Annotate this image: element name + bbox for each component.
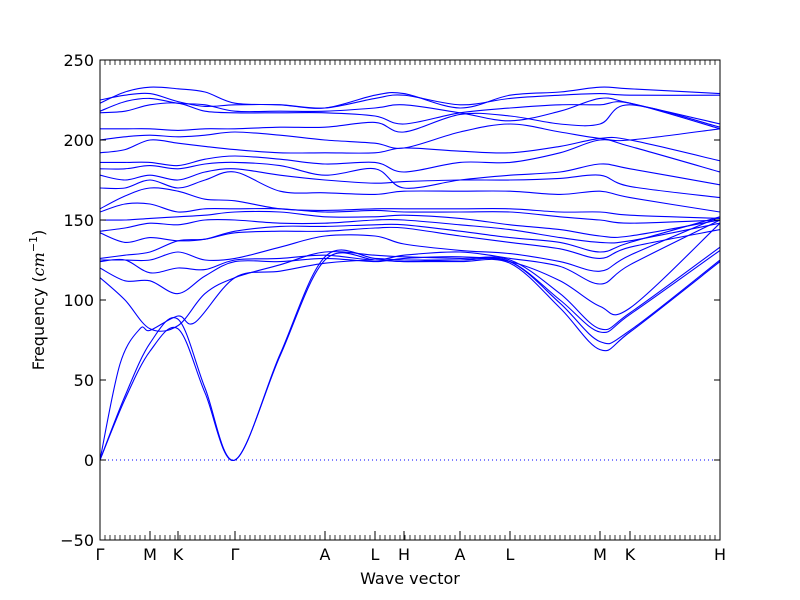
band-line-14 xyxy=(100,171,720,213)
band-line-6 xyxy=(100,219,720,285)
x-tick-label: Γ xyxy=(231,545,240,564)
band-line-24 xyxy=(100,92,720,109)
band-line-23 xyxy=(100,86,720,109)
x-tick-label: H xyxy=(398,545,410,564)
y-axis-label-text: Frequency ( xyxy=(29,276,48,370)
y-axis-label-close: ) xyxy=(29,230,48,236)
band-line-22 xyxy=(100,97,720,125)
band-line-4 xyxy=(100,246,720,332)
band-line-17 xyxy=(100,139,720,173)
band-line-16 xyxy=(100,161,720,189)
band-line-15 xyxy=(100,168,720,199)
y-axis-label-unit: cm xyxy=(29,252,48,276)
band-line-7 xyxy=(100,216,720,272)
y-tick-label: 200 xyxy=(63,131,94,150)
x-tick-label: K xyxy=(625,545,636,564)
x-tick-label: A xyxy=(455,545,466,564)
band-line-8 xyxy=(100,226,720,259)
band-line-11 xyxy=(100,210,720,239)
y-axis-label: Frequency (cm−1) xyxy=(27,230,48,371)
dispersion-curves xyxy=(100,86,720,461)
y-tick-label: 100 xyxy=(63,291,94,310)
x-tick-label: M xyxy=(143,545,157,564)
y-tick-label: 50 xyxy=(74,371,94,390)
x-tick-label: Γ xyxy=(96,545,105,564)
y-tick-label: 0 xyxy=(84,451,94,470)
y-axis-label-exponent: −1 xyxy=(27,236,40,252)
x-tick-label: L xyxy=(506,545,515,564)
y-axis-ticks: −50 0 50 100 150 200 250 xyxy=(60,51,720,550)
y-tick-label: 150 xyxy=(63,211,94,230)
x-tick-label: M xyxy=(593,545,607,564)
band-line-19 xyxy=(100,123,720,149)
x-tick-label: K xyxy=(173,545,184,564)
band-line-20 xyxy=(100,104,720,133)
band-line-5 xyxy=(100,222,720,316)
x-tick-label: A xyxy=(320,545,331,564)
band-line-13 xyxy=(100,187,720,219)
y-tick-label: 250 xyxy=(63,51,94,70)
x-tick-label: H xyxy=(714,545,726,564)
band-line-10 xyxy=(100,218,720,244)
band-line-12 xyxy=(100,202,720,224)
x-tick-label: L xyxy=(371,545,380,564)
band-line-3 xyxy=(100,249,720,461)
x-axis-label: Wave vector xyxy=(360,569,460,588)
y-tick-label: −50 xyxy=(60,531,94,550)
band-line-9 xyxy=(100,216,720,253)
band-line-21 xyxy=(100,101,720,130)
band-line-18 xyxy=(100,136,720,162)
